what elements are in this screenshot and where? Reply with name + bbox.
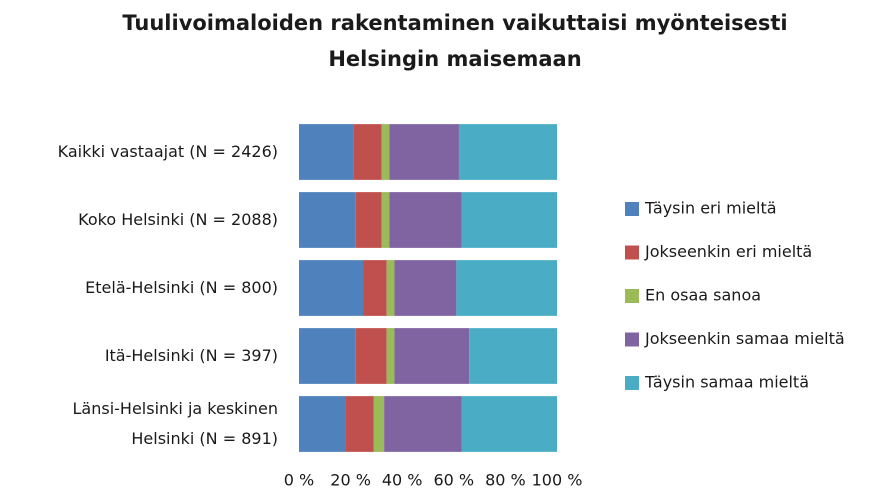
bar-segment — [384, 396, 462, 452]
x-tick-label: 0 % — [284, 471, 314, 490]
legend-swatch — [625, 289, 639, 303]
y-tick-label: Etelä-Helsinki (N = 800) — [85, 278, 278, 297]
bar-segment — [386, 260, 395, 316]
bar-segment — [394, 260, 457, 316]
y-tick-label: Koko Helsinki (N = 2088) — [78, 210, 278, 229]
x-tick-label: 20 % — [330, 471, 371, 490]
bar-segment — [394, 328, 470, 384]
legend-label: Jokseenkin samaa mieltä — [644, 329, 845, 348]
legend-label: Täysin eri mieltä — [644, 199, 777, 218]
y-tick-label: Itä-Helsinki (N = 397) — [105, 346, 278, 365]
bar-segment — [353, 124, 382, 180]
bar-segment — [381, 124, 390, 180]
bar-segment — [299, 396, 346, 452]
bar-segment — [458, 124, 557, 180]
bar-segment — [373, 396, 385, 452]
bar-segment — [363, 260, 387, 316]
legend-label: Jokseenkin eri mieltä — [644, 242, 812, 261]
bar-segment — [299, 260, 364, 316]
x-tick-label: 40 % — [382, 471, 423, 490]
legend-swatch — [625, 332, 639, 347]
legend-swatch — [625, 202, 639, 216]
bar-segment — [456, 260, 557, 316]
bar-segment — [355, 328, 387, 384]
bar-segment — [381, 192, 390, 248]
bar-segment — [386, 328, 395, 384]
chart-title: Tuulivoimaloiden rakentaminen vaikuttais… — [122, 11, 787, 71]
y-tick-label: Länsi-Helsinki ja keskinen Helsinki (N = … — [73, 399, 279, 448]
bar-segment — [299, 192, 356, 248]
legend-label: Täysin samaa mieltä — [644, 373, 809, 392]
bar-segment — [355, 192, 382, 248]
bar-segment — [469, 328, 557, 384]
legend-swatch — [625, 376, 639, 390]
y-tick-label: Kaikki vastaajat (N = 2426) — [58, 142, 278, 161]
x-tick-label: 80 % — [485, 471, 526, 490]
bar-segment — [345, 396, 374, 452]
bar-segment — [461, 396, 557, 452]
bar-segment — [299, 328, 356, 384]
bar-segment — [299, 124, 354, 180]
bar-segment — [461, 192, 557, 248]
legend-swatch — [625, 245, 639, 260]
legend-label: En osaa sanoa — [645, 286, 761, 305]
bar-segment — [389, 192, 462, 248]
bar-segment — [389, 124, 459, 180]
x-tick-label: 60 % — [433, 471, 474, 490]
x-tick-label: 100 % — [532, 471, 583, 490]
